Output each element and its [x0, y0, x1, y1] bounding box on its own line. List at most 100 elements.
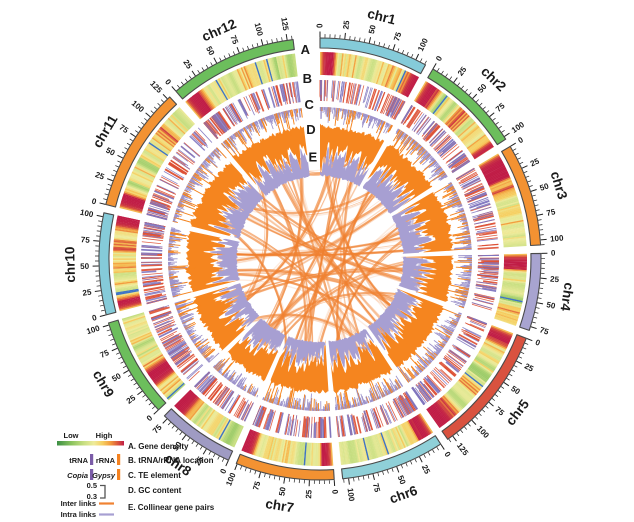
circos-plot: 0 25 5075100025507510002550751000255075025… [62, 6, 576, 516]
chromosome-name-chr6: chr6 [387, 483, 419, 507]
legend-gc-content-label: D. GC content [128, 486, 182, 495]
svg-text:75: 75 [151, 422, 164, 435]
legend-intra-links-label: Intra links [61, 510, 96, 519]
svg-text:50: 50 [277, 486, 287, 497]
svg-text:75: 75 [99, 348, 111, 360]
track-a-gene-density-heatmap [112, 51, 528, 467]
svg-text:0: 0 [163, 77, 173, 87]
svg-text:75: 75 [539, 325, 551, 336]
chromosome-name-chr3: chr3 [548, 169, 571, 201]
svg-text:25: 25 [550, 275, 560, 285]
chromosome-arc-chr11 [105, 96, 178, 208]
chromosome-name-chr5: chr5 [503, 396, 533, 428]
chromosome-arc-chr12 [175, 39, 295, 100]
svg-text:0: 0 [330, 489, 339, 495]
svg-text:50: 50 [110, 371, 123, 384]
track-label-C: C [304, 97, 314, 112]
svg-text:75: 75 [118, 123, 131, 136]
svg-text:25: 25 [420, 463, 432, 475]
legend-gypsy-label: Gypsy [92, 471, 116, 480]
track-label-B: B [303, 71, 312, 86]
svg-text:25: 25 [82, 288, 93, 298]
track-d-gc-lower-area [209, 146, 433, 368]
svg-text:100: 100 [550, 233, 565, 243]
track-label-D: D [306, 122, 315, 137]
legend-copia-label: Copia [67, 471, 88, 480]
chromosome-arc-chr8 [163, 408, 234, 461]
svg-text:0: 0 [316, 23, 325, 28]
legend-trna-rrna-label: B. tRNA/rRNA location [128, 456, 214, 465]
svg-text:50: 50 [546, 300, 557, 311]
svg-text:0: 0 [442, 450, 452, 459]
svg-text:50: 50 [80, 262, 90, 271]
chromosome-arc-chr2 [427, 68, 507, 146]
legend-high-label: High [96, 431, 113, 440]
legend-gc-low-value: 0.3 [87, 492, 97, 501]
copia-swatch [90, 469, 94, 480]
svg-text:75: 75 [228, 34, 240, 46]
svg-text:25: 25 [456, 65, 469, 78]
svg-text:75: 75 [251, 480, 262, 492]
svg-text:50: 50 [367, 24, 378, 35]
svg-text:100: 100 [253, 22, 265, 38]
trna-swatch [90, 454, 94, 465]
svg-text:25: 25 [529, 156, 541, 168]
track-b-trna-rrna-tiles [140, 79, 500, 439]
legend-collinear-label: E. Collinear gene pairs [128, 503, 215, 512]
chromosome-name-chr10: chr10 [62, 246, 78, 282]
svg-text:75: 75 [371, 482, 382, 493]
svg-text:125: 125 [455, 441, 471, 458]
rrna-swatch [117, 454, 121, 465]
svg-text:0: 0 [516, 135, 525, 145]
gc-range-bracket [100, 484, 106, 499]
svg-text:75: 75 [392, 30, 404, 42]
svg-text:50: 50 [396, 474, 408, 486]
figure-legend: Low High A. Gene density tRNA rRNA B. tR… [57, 431, 215, 519]
chromosome-arc-chr5 [441, 334, 527, 440]
legend-te-element-label: C. TE element [128, 471, 181, 480]
chromosome-arc-chr4 [519, 252, 542, 331]
svg-text:100: 100 [345, 487, 356, 502]
svg-text:125: 125 [148, 79, 164, 95]
chromosome-arc-chr3 [501, 145, 542, 247]
chromosome-arc-chr6 [341, 435, 442, 480]
svg-text:0: 0 [534, 338, 542, 348]
svg-text:50: 50 [104, 146, 117, 158]
svg-text:100: 100 [510, 120, 527, 135]
svg-text:0: 0 [91, 197, 98, 207]
track-label-A: A [301, 42, 311, 57]
track-label-E: E [309, 150, 318, 165]
svg-text:100: 100 [79, 208, 94, 219]
svg-text:25: 25 [94, 170, 106, 182]
track-d-gc-upper-area [185, 123, 454, 394]
svg-text:0: 0 [91, 313, 98, 323]
gypsy-swatch [117, 469, 121, 480]
svg-text:25: 25 [181, 58, 194, 71]
svg-text:50: 50 [539, 181, 551, 192]
legend-gene-density-label: A. Gene density [128, 442, 189, 451]
svg-text:0: 0 [218, 467, 228, 475]
svg-text:25: 25 [523, 362, 536, 374]
chromosome-arc-chr1 [319, 37, 427, 75]
legend-gc-high-value: 0.5 [87, 481, 97, 490]
chromosome-name-chr7: chr7 [264, 496, 295, 515]
chromosome-name-chr9: chr9 [90, 368, 117, 400]
svg-text:100: 100 [416, 36, 430, 52]
svg-text:50: 50 [509, 384, 522, 397]
gene-density-gradient-swatch [57, 441, 124, 446]
chromosome-name-chr11: chr11 [90, 112, 121, 150]
legend-rrna-label: rRNA [96, 456, 116, 465]
svg-text:75: 75 [494, 101, 507, 114]
svg-text:75: 75 [546, 207, 557, 218]
svg-text:25: 25 [304, 489, 313, 499]
legend-low-label: Low [64, 431, 79, 440]
svg-text:125: 125 [279, 17, 290, 32]
svg-text:0: 0 [434, 54, 444, 63]
legend-inter-links-label: Inter links [61, 499, 96, 508]
svg-text:50: 50 [476, 82, 489, 95]
svg-text:0: 0 [145, 413, 155, 423]
svg-text:100: 100 [85, 323, 101, 336]
